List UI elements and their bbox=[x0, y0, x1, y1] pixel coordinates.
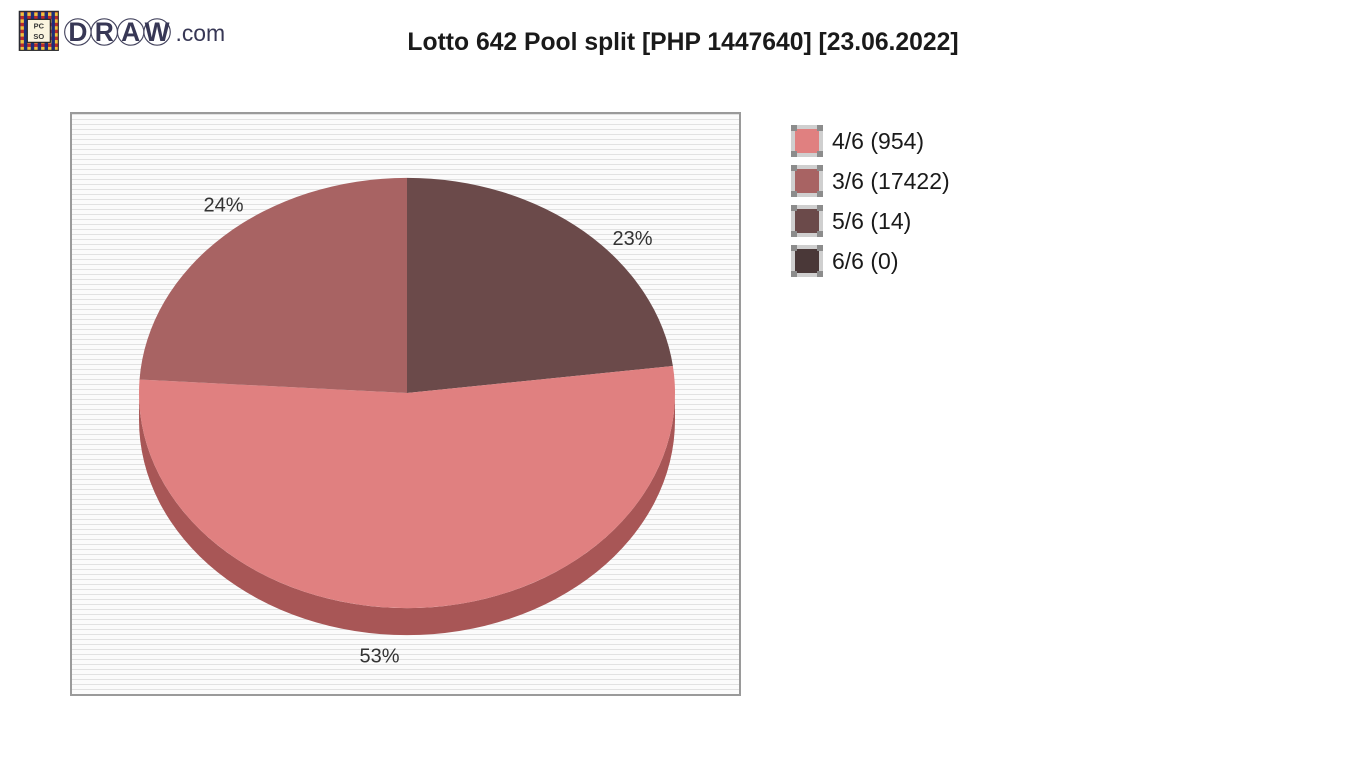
svg-text:53%: 53% bbox=[360, 646, 400, 668]
svg-text:24%: 24% bbox=[204, 195, 244, 217]
svg-text:23%: 23% bbox=[613, 228, 653, 250]
